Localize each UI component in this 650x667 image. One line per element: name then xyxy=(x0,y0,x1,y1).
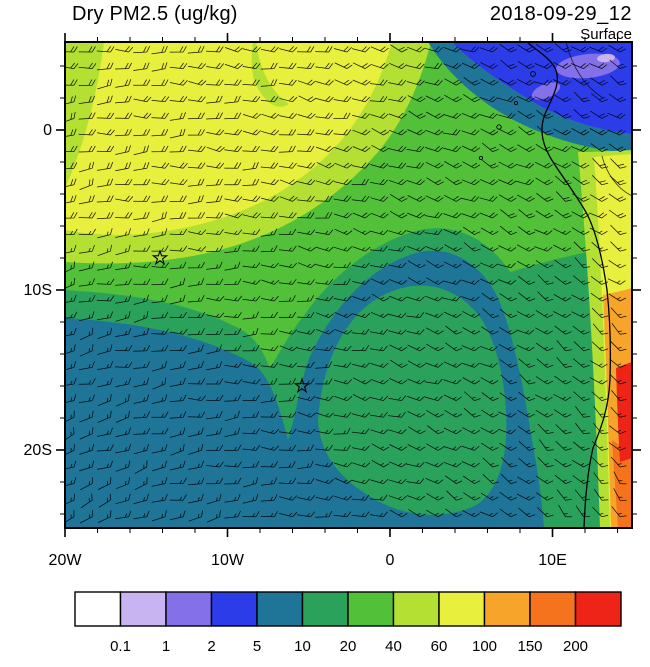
colorbar-box xyxy=(483,591,531,627)
island-outline-0 xyxy=(530,71,536,77)
colorbar-tick-label: 60 xyxy=(431,638,448,655)
colorbar-tick-label: 150 xyxy=(517,638,542,655)
border-line-0 xyxy=(565,42,604,99)
colorbar: 0.1 1 2 5 10 20 40 60 100 150 200 xyxy=(74,591,622,655)
colorbar-tick-label: 20 xyxy=(340,638,357,655)
contour-fill-yellow-plume-top xyxy=(65,42,392,235)
x-axis-tick-label: 10W xyxy=(211,552,245,569)
colorbar-tick-label: 2 xyxy=(207,638,215,655)
colorbar-box xyxy=(301,591,349,627)
colorbar-box xyxy=(392,591,440,627)
x-axis-tick-label: 10E xyxy=(538,552,566,569)
colorbar-box xyxy=(574,591,622,627)
map-frame xyxy=(64,41,633,529)
island-outline-3 xyxy=(478,155,484,161)
chart-title: Dry PM2.5 (ug/kg) xyxy=(72,3,238,25)
colorbar-tick-label: 100 xyxy=(472,638,497,655)
y-axis-tick-label: 10S xyxy=(24,282,52,299)
colorbar-box xyxy=(165,591,213,627)
island-outline-1 xyxy=(513,100,519,106)
border-line-1 xyxy=(601,155,632,197)
colorbar-tick-label: 10 xyxy=(294,638,311,655)
chart-datetime: 2018-09-29_12 xyxy=(489,3,632,25)
colorbar-box xyxy=(119,591,167,627)
x-axis-tick-label: 0 xyxy=(386,552,395,569)
contour-fill-coast-strip-red xyxy=(616,362,632,462)
colorbar-box xyxy=(529,591,577,627)
colorbar-box xyxy=(74,591,122,627)
contour-fill-yellow-green-notch xyxy=(251,42,289,107)
y-axis-tick-label: 20S xyxy=(24,442,52,459)
colorbar-box xyxy=(210,591,258,627)
colorbar-tick-label: 5 xyxy=(253,638,261,655)
x-axis-tick-label: 20W xyxy=(49,552,83,569)
colorbar-tick-label: 0.1 xyxy=(110,638,131,655)
contour-fill-gulf-teal-band xyxy=(428,42,632,153)
island-star-north-icon xyxy=(151,249,169,266)
colorbar-box xyxy=(256,591,304,627)
colorbar-box xyxy=(438,591,486,627)
africa-west-coastline xyxy=(526,42,612,528)
contour-fill-purple-patch-northeast-2 xyxy=(531,82,561,100)
wind-barbs-layer xyxy=(65,43,627,524)
contour-fill-lavender-spot-northeast xyxy=(597,53,615,63)
colorbar-tick-label: 40 xyxy=(385,638,402,655)
map-fill-layers xyxy=(65,42,632,528)
colorbar-box xyxy=(347,591,395,627)
colorbar-tick-label: 1 xyxy=(162,638,170,655)
axis-ticks xyxy=(56,33,641,537)
colorbar-tick-label: 200 xyxy=(563,638,588,655)
y-axis-tick-label: 0 xyxy=(43,122,52,139)
contour-fill-green-blob-inside-dome xyxy=(318,285,507,515)
chart-level-label: Surface xyxy=(580,26,632,43)
